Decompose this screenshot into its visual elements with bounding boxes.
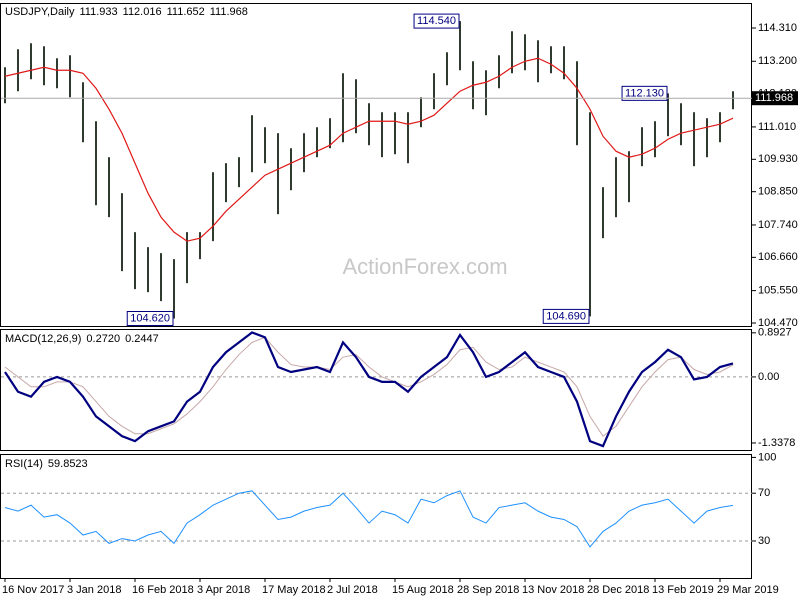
panel-header: 0.2720: [86, 333, 120, 345]
annotation-label: 114.540: [417, 15, 456, 27]
panel-header: USDJPY,Daily: [5, 6, 75, 18]
x-tick-label: 13 Feb 2019: [652, 584, 714, 596]
annotation-label: 112.130: [625, 87, 664, 99]
price-panel: [0, 3, 752, 327]
annotation-label: 104.620: [130, 312, 170, 324]
panel-header: 111.933: [80, 6, 118, 18]
panel-header: 0.2447: [125, 333, 159, 345]
y-tick-label: -1.3378: [758, 437, 795, 449]
moving-average: [4, 57, 734, 242]
rsi-panel: [0, 454, 752, 579]
y-tick-label: 106.660: [758, 251, 798, 263]
y-tick-label: 70: [758, 487, 770, 499]
x-tick-label: 16 Nov 2017: [2, 584, 64, 596]
panel-header: 112.016: [123, 6, 162, 18]
watermark: ActionForex.com: [342, 254, 507, 279]
y-tick-label: 105.550: [758, 285, 798, 297]
y-tick-label: 107.740: [758, 219, 798, 231]
x-tick-label: 3 Jan 2018: [67, 584, 121, 596]
signal-line: [4, 336, 734, 437]
panel-header: 111.968: [210, 6, 248, 18]
annotation-box: [542, 308, 590, 324]
annotation-label: 104.690: [546, 310, 586, 322]
annotation-box: [413, 13, 460, 29]
y-tick-label: 104.470: [758, 317, 798, 329]
last-price-box: [752, 91, 798, 106]
x-tick-label: 2 Jul 2018: [327, 584, 378, 596]
y-tick-label: 100: [758, 451, 776, 463]
y-tick-label: 30: [758, 535, 770, 547]
annotation-box: [621, 85, 668, 101]
y-tick-label: 0.8927: [758, 327, 792, 339]
y-tick-label: 111.010: [758, 121, 796, 133]
y-tick-label: 109.930: [758, 153, 798, 165]
panel-header: MACD(12,26,9): [5, 333, 81, 345]
x-tick-label: 29 Mar 2019: [717, 584, 779, 596]
panel-header: RSI(14): [5, 458, 43, 470]
x-tick-label: 28 Sep 2018: [457, 584, 519, 596]
x-tick-label: 28 Dec 2018: [587, 584, 649, 596]
panel-header: 111.652: [167, 6, 205, 18]
macd-line: [4, 331, 734, 448]
x-tick-label: 16 Feb 2018: [132, 584, 194, 596]
x-tick-label: 15 Aug 2018: [392, 584, 454, 596]
annotation-box: [126, 311, 174, 327]
y-tick-label: 113.200: [758, 55, 797, 67]
y-tick-label: 114.310: [758, 22, 797, 34]
x-tick-label: 13 Nov 2018: [522, 584, 584, 596]
macd-panel: [0, 329, 752, 451]
rsi-line: [4, 490, 734, 548]
panel-header: 59.8523: [48, 458, 88, 470]
y-tick-label: 108.850: [758, 186, 798, 198]
y-tick-label: 0.00: [758, 371, 779, 383]
last-price-label: 111.968: [755, 92, 793, 104]
x-tick-label: 17 May 2018: [262, 584, 326, 596]
x-tick-label: 3 Apr 2018: [197, 584, 250, 596]
